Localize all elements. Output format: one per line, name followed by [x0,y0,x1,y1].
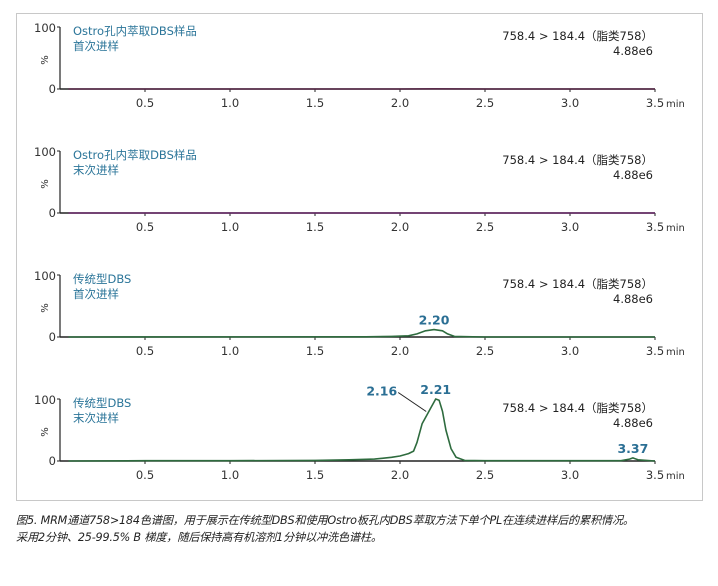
x-tick-label: 3.5 [646,344,664,358]
x-tick-label: 2.0 [391,344,409,358]
sample-label-line-2: 首次进样 [73,287,119,301]
peak-label: 2.16 [366,384,397,399]
y-axis-label: % [40,427,51,437]
intensity-label: 4.88e6 [613,168,653,182]
x-tick-label: 2.5 [476,468,494,482]
figure-caption: 图5. MRM通道758>184色谱图，用于展示在传统型DBS和使用Ostro板… [16,512,706,546]
peak-label: 3.37 [617,441,648,456]
x-tick-label: 3.5 [646,468,664,482]
y-tick-label-max: 100 [34,269,56,283]
y-tick-label-min: 0 [49,206,56,220]
caption-line-2: 采用2分钟、25-99.5% B 梯度，随后保持高有机溶剂1分钟以冲洗色谱柱。 [16,531,382,544]
mrm-channel-label: 758.4 > 184.4（脂类758） [502,401,653,415]
chromatogram-panel-1: 100 0% 0.5 1.0 1.5 2.0 2.5 3.0 3.5 min Ostro孔内萃取DB… [34,21,685,110]
intensity-label: 4.88e6 [613,416,653,430]
sample-label-line-1: Ostro孔内萃取DBS样品 [73,148,197,162]
x-tick-label: 3.0 [561,344,579,358]
x-axis-unit: min [666,99,685,110]
x-tick-label: 2.5 [476,220,494,234]
x-tick-label: 1.5 [306,220,324,234]
x-tick-label: 2.0 [391,220,409,234]
x-tick-label: 2.5 [476,96,494,110]
x-tick-label: 2.0 [391,468,409,482]
chromatogram-trace [68,398,656,462]
x-tick-label: 1.5 [306,468,324,482]
x-tick-label: 2.0 [391,96,409,110]
caption-line-1: 图5. MRM通道758>184色谱图，用于展示在传统型DBS和使用Ostro板… [16,514,634,527]
x-axis-unit: min [666,471,685,482]
sample-label-line-1: 传统型DBS [73,272,131,286]
x-tick-label: 1.0 [221,220,239,234]
chromatogram-panel-2: 100 0% 0.5 1.0 1.5 2.0 2.5 3.0 3.5 min Ostro孔内萃取DB… [34,145,685,234]
sample-label-line-2: 末次进样 [73,411,119,425]
x-tick-label: 1.0 [221,96,239,110]
x-tick-label: 1.5 [306,96,324,110]
y-tick-label-max: 100 [34,393,56,407]
x-axis-unit: min [666,223,685,234]
peak-leader-line [397,392,427,412]
mrm-channel-label: 758.4 > 184.4（脂类758） [502,277,653,291]
sample-label-line-2: 首次进样 [73,39,119,53]
y-axis-label: % [40,303,51,313]
x-tick-label: 2.5 [476,344,494,358]
x-tick-label: 0.5 [136,220,154,234]
sample-label-line-1: Ostro孔内萃取DBS样品 [73,24,197,38]
x-tick-label: 3.0 [561,96,579,110]
x-tick-label: 0.5 [136,96,154,110]
mrm-channel-label: 758.4 > 184.4（脂类758） [502,153,653,167]
peak-label: 2.20 [419,313,450,328]
y-tick-label-max: 100 [34,145,56,159]
x-tick-label: 0.5 [136,468,154,482]
mrm-channel-label: 758.4 > 184.4（脂类758） [502,29,653,43]
intensity-label: 4.88e6 [613,44,653,58]
y-tick-label-max: 100 [34,21,56,35]
x-tick-label: 0.5 [136,344,154,358]
y-axis-label: % [40,55,51,65]
y-axis-label: % [40,179,51,189]
x-tick-label: 3.5 [646,220,664,234]
figure-frame [16,13,703,501]
y-tick-label-min: 0 [49,82,56,96]
y-tick-label-min: 0 [49,330,56,344]
x-tick-label: 3.0 [561,468,579,482]
peak-label: 2.21 [420,382,451,397]
chromatogram-trace [68,328,655,338]
sample-label-line-1: 传统型DBS [73,396,131,410]
x-tick-label: 1.0 [221,344,239,358]
x-tick-label: 1.5 [306,344,324,358]
x-tick-label: 1.0 [221,468,239,482]
y-tick-label-min: 0 [49,454,56,468]
intensity-label: 4.88e6 [613,292,653,306]
x-tick-label: 3.0 [561,220,579,234]
sample-label-line-2: 末次进样 [73,163,119,177]
x-axis-unit: min [666,347,685,358]
x-tick-label: 3.5 [646,96,664,110]
